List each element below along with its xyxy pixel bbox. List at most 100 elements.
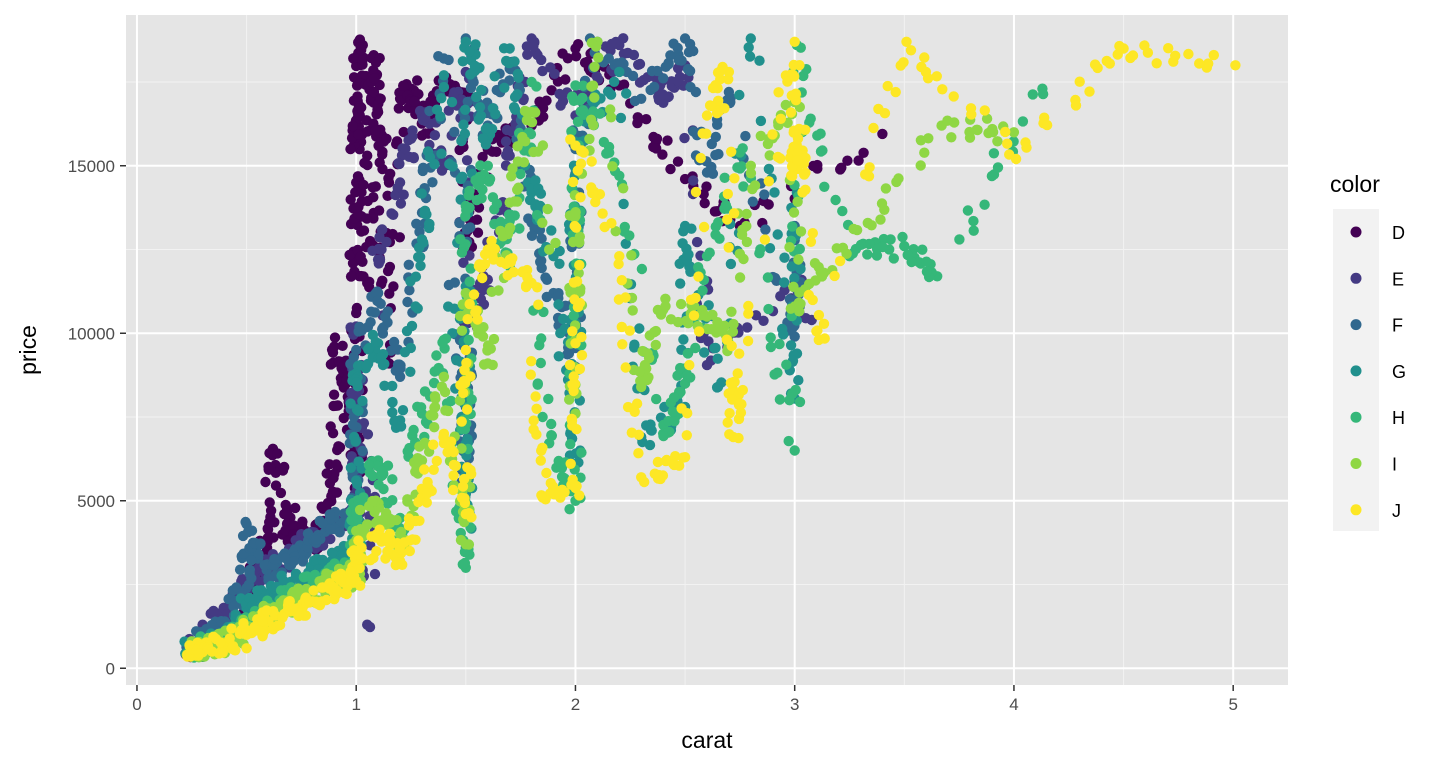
data-point <box>465 69 476 80</box>
data-point <box>795 226 807 237</box>
data-point <box>619 221 630 233</box>
data-point <box>371 546 382 557</box>
data-point <box>710 221 721 232</box>
data-point <box>629 406 640 417</box>
data-point <box>458 257 469 268</box>
data-point <box>217 647 228 658</box>
data-point <box>460 104 471 116</box>
data-point <box>775 153 786 164</box>
data-point <box>325 359 337 370</box>
data-point <box>774 338 785 350</box>
data-point <box>353 456 364 467</box>
data-point <box>193 648 205 659</box>
data-point <box>508 102 520 113</box>
data-point <box>819 333 830 344</box>
data-point <box>555 492 566 503</box>
data-point <box>1104 58 1116 69</box>
data-point <box>362 195 373 207</box>
data-point <box>556 471 568 482</box>
data-point <box>787 221 798 232</box>
data-point <box>520 106 532 117</box>
data-point <box>260 476 271 488</box>
data-point <box>729 376 740 388</box>
data-point <box>624 325 635 336</box>
data-point <box>470 39 481 50</box>
data-point <box>877 128 888 140</box>
data-point <box>567 379 578 390</box>
data-point <box>633 448 644 459</box>
data-point <box>575 472 586 483</box>
data-point <box>375 93 386 105</box>
data-point <box>722 214 733 225</box>
data-point <box>536 54 547 66</box>
data-point <box>688 175 699 186</box>
data-point <box>942 115 953 126</box>
data-point <box>473 114 484 125</box>
data-point <box>765 332 776 343</box>
data-point <box>567 474 578 485</box>
data-point <box>331 585 343 596</box>
data-point <box>1183 48 1194 60</box>
data-point <box>398 126 409 138</box>
data-point <box>578 80 589 91</box>
data-point <box>537 217 548 228</box>
data-point <box>546 418 557 430</box>
data-point <box>354 34 366 45</box>
data-point <box>633 59 644 70</box>
data-point <box>706 138 717 150</box>
data-point <box>711 382 723 393</box>
data-point <box>398 537 410 548</box>
x-axis-ticks: 0 1 2 3 4 5 <box>132 685 1238 714</box>
data-point <box>533 299 544 310</box>
data-point <box>489 243 501 255</box>
data-point <box>720 200 731 211</box>
data-point <box>634 77 646 88</box>
data-point <box>410 466 421 477</box>
data-point <box>431 455 442 467</box>
data-point <box>589 61 600 72</box>
data-point <box>742 322 753 333</box>
data-point <box>616 275 627 286</box>
data-point <box>321 468 332 479</box>
data-point <box>464 298 475 310</box>
data-point <box>461 204 472 216</box>
data-point <box>643 352 655 364</box>
data-point <box>512 141 523 152</box>
data-point <box>387 407 398 418</box>
data-point <box>732 368 743 379</box>
data-point <box>641 114 652 125</box>
data-point <box>570 51 582 62</box>
data-point <box>398 189 409 200</box>
data-point <box>437 337 448 348</box>
data-point <box>541 467 552 479</box>
data-point <box>528 146 539 158</box>
data-point <box>794 396 806 408</box>
data-point <box>831 243 842 254</box>
data-point <box>1112 49 1123 60</box>
data-point <box>690 292 701 304</box>
data-point <box>691 236 703 248</box>
data-point <box>632 117 643 129</box>
data-point <box>707 82 719 94</box>
data-point <box>775 291 786 302</box>
data-point <box>555 100 566 111</box>
data-point <box>786 261 797 272</box>
data-point <box>763 176 774 187</box>
data-point <box>406 133 417 144</box>
data-point <box>363 344 374 355</box>
data-point <box>1194 58 1205 69</box>
data-point <box>536 255 547 266</box>
data-point <box>1041 119 1053 131</box>
data-point <box>605 112 617 123</box>
data-point <box>876 198 888 209</box>
data-point <box>779 252 790 263</box>
data-point <box>372 104 383 116</box>
data-point <box>368 86 380 98</box>
data-point <box>364 282 375 293</box>
data-point <box>650 325 662 337</box>
data-point <box>554 258 565 269</box>
data-point <box>456 247 468 258</box>
data-point <box>1125 52 1136 64</box>
data-point <box>246 555 257 566</box>
